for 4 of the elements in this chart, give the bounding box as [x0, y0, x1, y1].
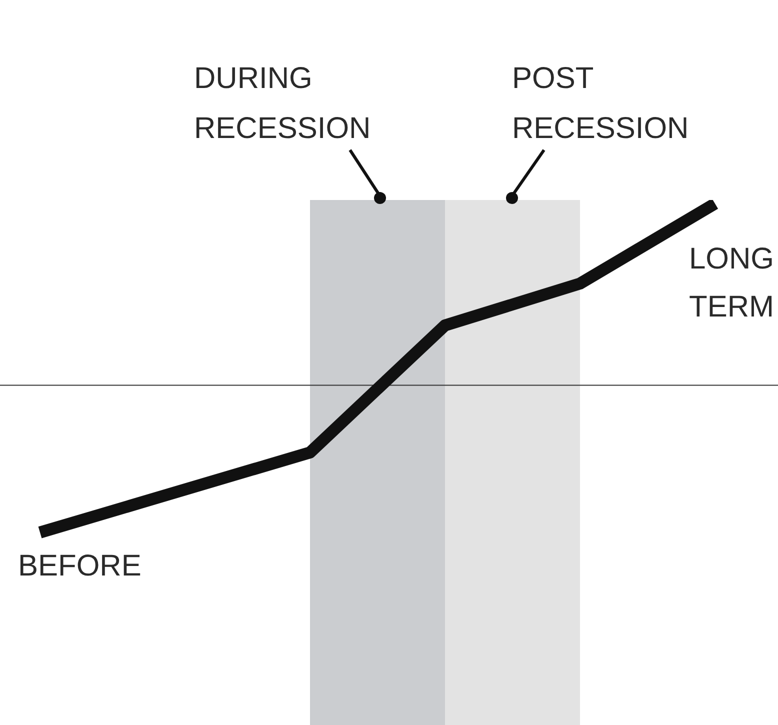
text: POST RECESSION: [512, 62, 689, 145]
annotation: LONG TERM: [688, 242, 774, 324]
text: BEFORE: [18, 549, 142, 582]
text: DURING RECESSION: [194, 62, 371, 145]
